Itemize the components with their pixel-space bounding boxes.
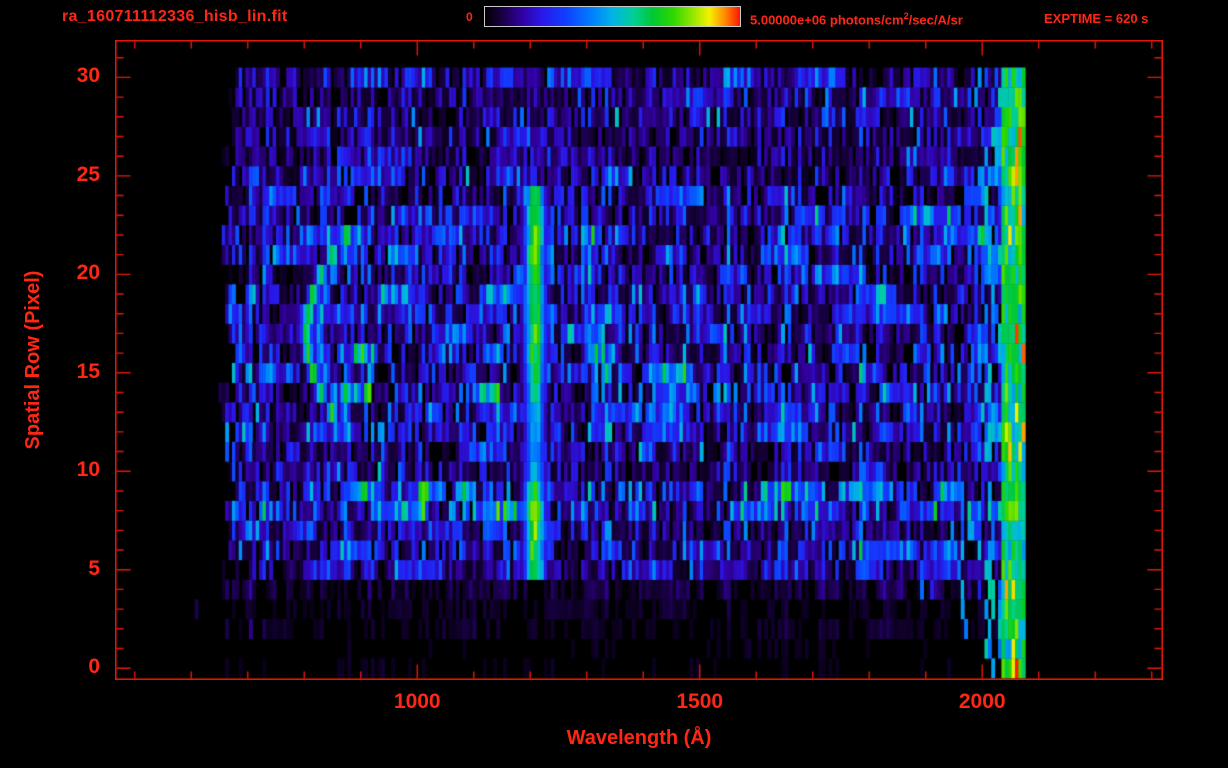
colorbar-min-label: 0 (466, 10, 473, 24)
x-tick-label: 2000 (958, 690, 1006, 713)
colorbar (484, 6, 741, 27)
y-tick-label: 5 (88, 556, 100, 580)
x-tick-label: 1000 (393, 690, 441, 713)
colorbar-max-label-suffix: /sec/A/sr (908, 12, 963, 28)
spectral-heatmap-canvas (115, 40, 1163, 680)
y-tick-label: 15 (76, 359, 100, 383)
colorbar-max-label: 5.00000e+06 photons/cm2/sec/A/sr (750, 11, 963, 27)
colorbar-max-label-superscript: 2 (903, 11, 909, 21)
y-tick-label: 20 (76, 261, 100, 285)
colorbar-max-label-prefix: 5.00000e+06 photons/cm (750, 12, 904, 28)
y-tick-label: 30 (76, 64, 100, 88)
y-tick-label: 10 (76, 458, 100, 482)
y-tick-label: 0 (88, 655, 100, 679)
file-name-title: ra_160711112336_hisb_lin.fit (62, 8, 288, 25)
y-axis-title: Spatial Row (Pixel) (22, 270, 44, 450)
x-tick-label: 1500 (676, 690, 724, 713)
exptime-label: EXPTIME = 620 s (1044, 11, 1149, 26)
x-axis-title: Wavelength (Å) (566, 727, 712, 749)
y-tick-label: 25 (76, 162, 100, 186)
